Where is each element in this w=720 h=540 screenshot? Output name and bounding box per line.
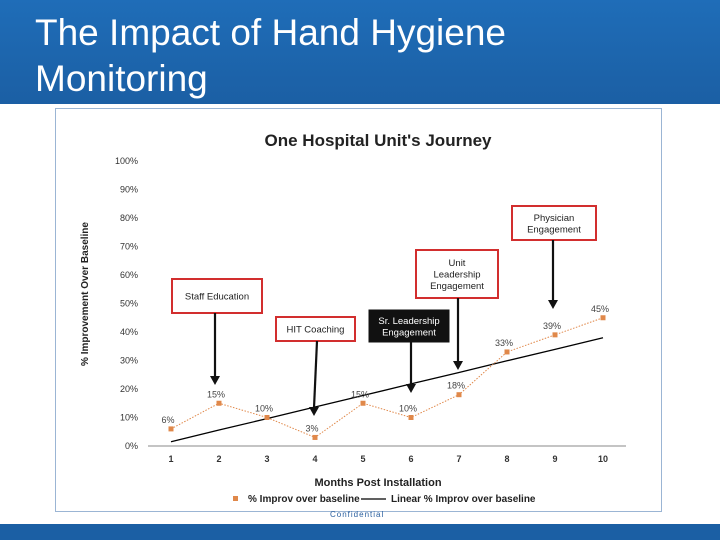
data-point [312, 434, 318, 440]
x-tick-label: 1 [168, 454, 173, 464]
x-tick-label: 4 [312, 454, 317, 464]
data-point [552, 332, 558, 338]
y-axis-ticks: 0% 10% 20% 30% 40% 50% 60% 70% 80% 90% 100% [115, 156, 138, 451]
data-label: 6% [161, 415, 174, 425]
legend-label-improv: % Improv over baseline [248, 494, 360, 505]
annotation-text: Staff Education [185, 292, 249, 303]
slide-title: The Impact of Hand Hygiene Monitoring [35, 12, 506, 99]
annotation-text: Engagement [527, 224, 581, 235]
annotations-group: Staff Education HIT Coaching Sr. Leadershi… [171, 205, 597, 416]
data-point [504, 349, 510, 355]
y-tick-label: 30% [120, 356, 138, 366]
annotation-box [275, 316, 356, 342]
legend-label-linear: Linear % Improv over baseline [391, 494, 536, 505]
x-tick-label: 10 [598, 454, 608, 464]
annotation-text: Engagement [430, 281, 484, 292]
x-axis-ticks: 1 2 3 4 5 6 7 8 9 10 [168, 454, 608, 464]
data-label: 15% [351, 389, 369, 399]
annotation-box [171, 278, 263, 314]
annotation-arrow-head [309, 407, 319, 416]
annotation-text: Engagement [382, 327, 436, 338]
data-label: 39% [543, 321, 561, 331]
y-tick-label: 40% [120, 327, 138, 337]
data-point [168, 426, 174, 432]
y-tick-label: 90% [120, 185, 138, 195]
data-label: 18% [447, 381, 465, 391]
data-point [216, 400, 222, 406]
annotation-text: Sr. Leadership [378, 316, 439, 327]
x-tick-label: 5 [360, 454, 365, 464]
chart-title: One Hospital Unit's Journey [265, 131, 493, 150]
legend-marker-improv [233, 496, 238, 501]
slide-bottom-bar [0, 524, 720, 540]
x-tick-label: 9 [552, 454, 557, 464]
data-point [360, 400, 366, 406]
confidential-footer: Confidential [330, 510, 385, 519]
y-tick-label: 50% [120, 299, 138, 309]
legend: % Improv over baseline Linear % Improv o… [233, 494, 536, 505]
x-tick-label: 2 [216, 454, 221, 464]
annotation-text: Unit [449, 258, 466, 269]
annotation-arrow-head [453, 361, 463, 370]
data-point [408, 415, 414, 420]
x-tick-label: 6 [408, 454, 413, 464]
annotation-arrow-head [406, 384, 416, 393]
annotation-arrow-head [548, 300, 558, 309]
data-label: 45% [591, 304, 609, 314]
annotation-box [415, 249, 499, 299]
line-chart: One Hospital Unit's Journey 0% 10% 20% 30% 4… [80, 131, 626, 505]
x-tick-label: 3 [264, 454, 269, 464]
x-axis-label: Months Post Installation [314, 477, 441, 489]
data-label: 33% [495, 338, 513, 348]
data-point [456, 392, 462, 398]
y-tick-label: 10% [120, 413, 138, 423]
data-label: 15% [207, 389, 225, 399]
y-tick-label: 0% [125, 441, 138, 451]
annotation-box [511, 205, 597, 241]
y-tick-label: 60% [120, 270, 138, 280]
chart-panel: One Hospital Unit's Journey 0% 10% 20% 30% 4… [55, 108, 662, 512]
annotation-text: Leadership [433, 270, 480, 281]
data-label: 10% [399, 404, 417, 414]
x-tick-label: 8 [504, 454, 509, 464]
trend-line [170, 337, 604, 443]
annotation-text: HIT Coaching [287, 325, 345, 336]
annotation-box [368, 309, 450, 343]
series-line [170, 317, 604, 439]
trend-line-group [170, 337, 604, 443]
annotation-text: Physician [534, 213, 575, 224]
data-label: 10% [255, 404, 273, 414]
y-tick-label: 20% [120, 384, 138, 394]
x-tick-label: 7 [456, 454, 461, 464]
y-tick-label: 80% [120, 213, 138, 223]
annotation-arrow-shaft [312, 340, 319, 409]
annotation-arrow-head [210, 376, 220, 385]
y-tick-label: 70% [120, 242, 138, 252]
slide-header [0, 0, 720, 104]
data-label: 3% [305, 423, 318, 433]
y-tick-label: 100% [115, 156, 138, 166]
data-point [264, 415, 270, 420]
data-point [600, 315, 606, 321]
y-axis-label: % Improvement Over Baseline [80, 222, 91, 366]
data-series-group: 6% 15% 10% 3% 15% 10% 18% 33% 39% 45% [161, 304, 609, 440]
